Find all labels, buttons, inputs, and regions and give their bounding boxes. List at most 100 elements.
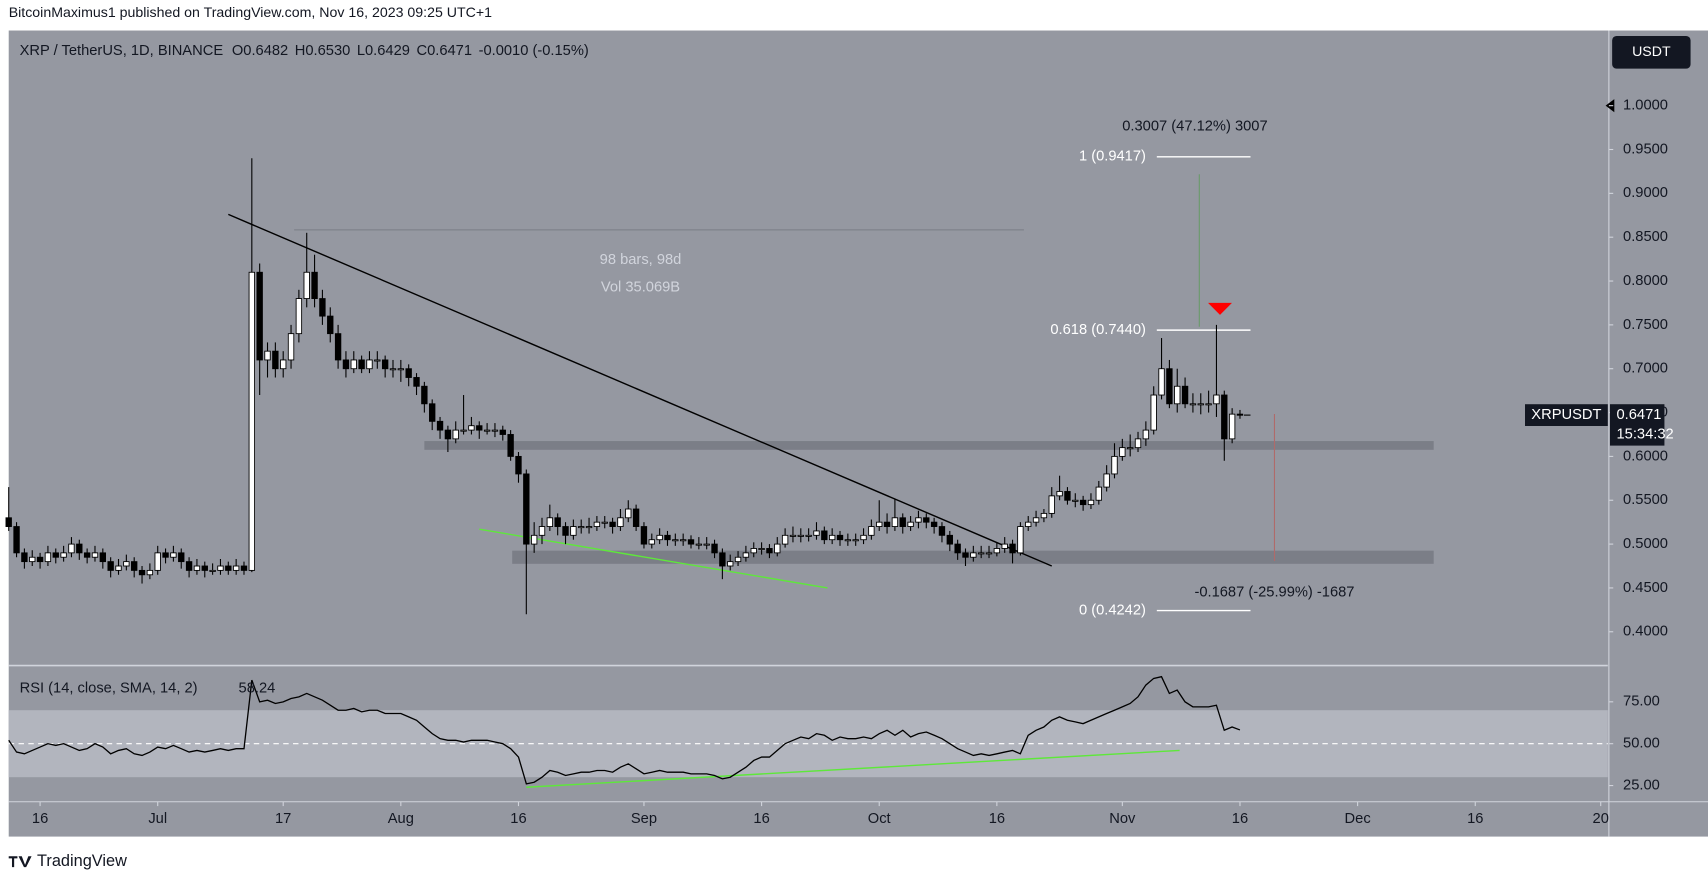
candle-body [327, 315, 334, 335]
candle-body [703, 543, 710, 546]
candle-body [530, 534, 538, 545]
candle-body [640, 526, 648, 545]
candle-body [436, 420, 444, 431]
candle-body [389, 368, 397, 371]
rsi-tick-label: 25.00 [1623, 777, 1660, 793]
candle-body [1181, 385, 1189, 405]
candle-body [1079, 499, 1087, 506]
ohlc-label: H [295, 43, 306, 59]
candle-body [76, 543, 83, 554]
candle-body [742, 552, 750, 558]
rsi-background [8, 710, 1608, 778]
ohlc-value: 0.6429 [365, 43, 410, 59]
footer-logo [8, 856, 32, 868]
candle-body [977, 552, 985, 555]
candle-body [523, 473, 530, 545]
candle-body [711, 543, 718, 554]
candle-body [1127, 447, 1134, 450]
fib-label: 1 (0.9417) [1079, 149, 1146, 165]
y-tick-label: 0.6000 [1623, 448, 1668, 464]
candle-body [232, 565, 240, 571]
candle-body [1213, 394, 1220, 405]
price-tag [1609, 404, 1665, 446]
candle-body [499, 429, 506, 435]
rsi-tick-label: 75.00 [1623, 694, 1660, 710]
candle-body [5, 517, 12, 527]
candle-body [264, 350, 271, 361]
y-tick-label: 0.5500 [1623, 492, 1668, 508]
candle-body [883, 521, 891, 527]
candle-body [993, 548, 1001, 554]
measure-down-label: -0.1687 (-25.99%) -1687 [1194, 584, 1354, 600]
footer-brand: TradingView [37, 852, 127, 870]
candle-body [766, 548, 773, 554]
candle-body [178, 552, 185, 563]
candle-body [350, 359, 357, 370]
candle-body [954, 543, 961, 554]
candle-body [248, 271, 256, 571]
date-range-label: 98 bars, 98d [600, 252, 682, 268]
candle-body [413, 377, 420, 387]
currency-button[interactable] [1612, 35, 1691, 69]
candle-body [562, 526, 569, 536]
x-tick-label: Dec [1345, 811, 1371, 827]
candle-body [695, 543, 703, 546]
candle-body [805, 534, 812, 537]
candle-body [609, 521, 616, 527]
candle-body [1001, 543, 1008, 549]
candle-body [44, 552, 52, 563]
ohlc-label: O [232, 43, 243, 59]
candle-body [1103, 473, 1110, 488]
candle-body [295, 298, 303, 335]
rsi-tick-label: 50.00 [1623, 736, 1660, 752]
fib-label: 0.618 (0.7440) [1050, 322, 1146, 338]
y-tick-label: 1.0000 [1623, 98, 1668, 114]
candle-body [303, 271, 310, 300]
candle-body [915, 517, 922, 523]
candle-body [570, 526, 577, 536]
candle-body [287, 333, 295, 361]
candle-body [899, 517, 906, 527]
y-tick-label: 0.7000 [1623, 361, 1668, 377]
candle-body [515, 455, 522, 475]
candle-body [146, 569, 154, 576]
candle-body [962, 552, 969, 558]
candle-body [131, 561, 138, 571]
candle-body [601, 521, 608, 524]
candle-body [852, 539, 859, 542]
countdown-label: 15:34:32 [1617, 427, 1674, 443]
candle-body [138, 569, 146, 576]
candle-body [13, 526, 20, 554]
rsi-line [8, 675, 1241, 785]
candle-body [554, 517, 561, 527]
candle-body [342, 359, 350, 370]
candle-body [672, 539, 679, 542]
legend-line: XRP / TetherUS, 1D, BINANCE O0.6482 H0.653… [20, 43, 589, 59]
candle-body [836, 534, 844, 541]
candle-body [1142, 429, 1150, 440]
x-tick-label: 17 [275, 811, 291, 827]
candle-body [193, 565, 201, 571]
candle-body [750, 548, 757, 554]
candle-body [734, 556, 742, 563]
candle-body [687, 539, 695, 545]
candle-body [91, 552, 99, 558]
candle-body [907, 521, 914, 527]
rsi-trendline [526, 749, 1180, 788]
currency-button-label[interactable]: USDT [1632, 44, 1671, 60]
candle-body [891, 517, 899, 527]
candle-body [52, 552, 59, 558]
candle-body [272, 350, 279, 370]
candle-body [1174, 385, 1181, 405]
candle-body [36, 556, 44, 563]
candle-body [1221, 394, 1228, 440]
candle-body [381, 359, 389, 370]
candle-body [185, 561, 193, 571]
candle-body [821, 530, 828, 541]
candle-body [460, 429, 467, 432]
x-tick-label: Nov [1109, 811, 1136, 827]
x-tick-label: 16 [32, 811, 48, 827]
candle-body [1025, 521, 1032, 527]
candle-body [923, 517, 930, 523]
